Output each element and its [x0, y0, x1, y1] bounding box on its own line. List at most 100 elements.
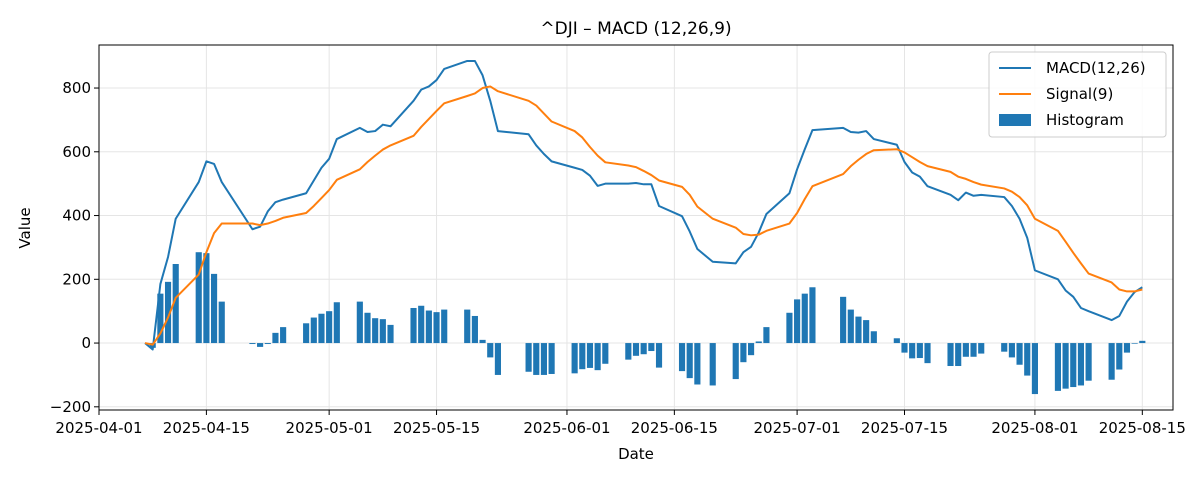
histogram-bar — [978, 343, 985, 354]
histogram-bar — [1062, 343, 1069, 389]
histogram-bar — [901, 343, 908, 353]
histogram-bar — [586, 343, 594, 368]
histogram-bar — [801, 293, 808, 344]
histogram-bar — [479, 339, 486, 344]
histogram-bar — [1131, 343, 1138, 344]
histogram-bar — [648, 343, 655, 352]
x-tick-label: 2025-06-15 — [631, 419, 718, 437]
macd-line — [144, 59, 1143, 351]
histogram-bar — [1085, 343, 1092, 381]
histogram-bar — [794, 299, 801, 344]
histogram-bar — [418, 305, 425, 344]
x-tick-label: 2025-04-15 — [163, 419, 250, 437]
histogram-bar — [1024, 343, 1031, 376]
histogram-bar — [272, 332, 279, 344]
histogram-bar — [1016, 343, 1023, 365]
histogram-bar — [364, 312, 371, 344]
histogram-bar — [280, 327, 287, 344]
histogram-bar — [318, 313, 325, 344]
histogram-bar — [257, 343, 264, 347]
y-tick-label: 400 — [62, 207, 91, 225]
legend: MACD(12,26) Signal(9) Histogram — [988, 51, 1167, 138]
x-tick-label: 2025-04-01 — [55, 419, 142, 437]
histogram-bar — [1123, 343, 1131, 353]
plot-frame — [98, 44, 1174, 411]
histogram-bar — [786, 312, 793, 344]
x-tick-label: 2025-07-15 — [861, 419, 948, 437]
x-tick-label: 2025-08-15 — [1099, 419, 1186, 437]
histogram-bar — [310, 317, 317, 344]
histogram-bar — [1077, 343, 1085, 386]
histogram-bar — [487, 343, 494, 358]
legend-label-macd: MACD(12,26) — [1046, 59, 1146, 77]
legend-label-histogram: Histogram — [1046, 111, 1124, 129]
histogram-bar — [1031, 343, 1038, 395]
chart-title: ^DJI – MACD (12,26,9) — [540, 19, 731, 39]
histogram-bar — [602, 343, 609, 364]
histogram-bar — [548, 343, 555, 374]
histogram-bar — [264, 343, 271, 345]
histogram-bar — [694, 343, 701, 385]
histogram-bar — [471, 315, 478, 344]
y-tick-label: 800 — [62, 79, 91, 97]
histogram-bar — [157, 293, 164, 344]
histogram-bar — [916, 343, 923, 359]
histogram-bar — [379, 319, 386, 344]
histogram-bar — [494, 343, 501, 375]
histogram-bar — [1054, 343, 1061, 391]
histogram-bar — [1116, 343, 1123, 370]
histogram-bar — [372, 318, 379, 344]
histogram-bar — [1139, 340, 1146, 344]
histogram-bar — [748, 343, 755, 356]
x-tick-label: 2025-06-01 — [523, 419, 610, 437]
histogram-bar — [410, 307, 417, 344]
histogram-bar — [249, 343, 256, 345]
histogram-bar — [387, 324, 394, 344]
histogram-bar — [970, 343, 977, 357]
histogram-bar — [441, 309, 448, 344]
histogram-bar — [686, 343, 693, 379]
legend-box — [988, 51, 1167, 138]
histogram-bar — [326, 311, 333, 344]
histogram-bar — [425, 310, 432, 344]
histogram-bar — [195, 252, 202, 344]
histogram-bar — [303, 323, 310, 344]
legend-label-signal: Signal(9) — [1046, 85, 1113, 103]
histogram-bar — [809, 287, 816, 344]
histogram-bar — [540, 343, 548, 375]
histogram-bar — [740, 343, 747, 363]
histogram-bar — [947, 343, 954, 367]
histogram-bar — [164, 281, 172, 344]
histogram-bar — [678, 343, 686, 372]
histogram-bar — [464, 309, 471, 344]
y-axis-ticks: −200 0 200 400 600 800 — [50, 79, 99, 416]
histogram-bar — [732, 343, 739, 380]
x-tick-label: 2025-08-01 — [991, 419, 1078, 437]
histogram-bar — [909, 343, 916, 359]
x-tick-label: 2025-05-15 — [393, 419, 480, 437]
histogram-bar — [855, 316, 862, 344]
x-axis-ticks: 2025-04-01 2025-04-15 2025-05-01 2025-05-15… — [55, 410, 1186, 437]
y-tick-label: −200 — [50, 398, 91, 416]
histogram-bar — [840, 296, 847, 344]
histogram-bar — [870, 331, 877, 344]
histogram-bar — [594, 343, 601, 371]
y-tick-label: 600 — [62, 143, 91, 161]
histogram-bar — [1108, 343, 1115, 380]
histogram-bar — [203, 253, 210, 344]
histogram-bar — [847, 309, 854, 344]
histogram-bar — [655, 343, 663, 368]
x-tick-label: 2025-05-01 — [286, 419, 373, 437]
histogram-bar — [356, 301, 363, 344]
histogram-bar — [625, 343, 632, 360]
histogram-bar — [709, 343, 716, 386]
histogram-bar — [525, 343, 532, 372]
histogram-bar — [632, 343, 640, 356]
histogram-bar — [1070, 343, 1077, 388]
histogram-bar — [218, 301, 225, 344]
histogram-bar — [863, 320, 870, 344]
histogram-bar — [579, 343, 586, 370]
histogram-bar — [955, 343, 962, 367]
x-tick-label: 2025-07-01 — [754, 419, 841, 437]
